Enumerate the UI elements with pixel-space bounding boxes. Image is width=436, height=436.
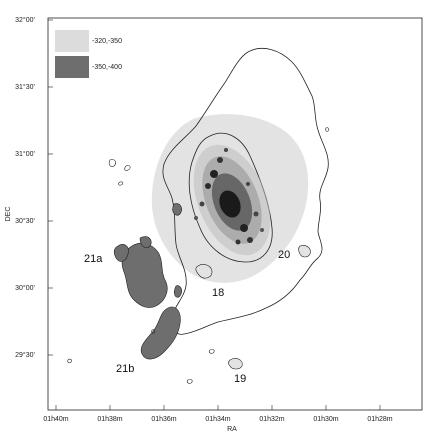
x-tick-label: 01h34m xyxy=(205,416,230,423)
x-axis xyxy=(55,405,381,410)
scattered-contours xyxy=(67,127,330,384)
y-tick-label: 30°30' xyxy=(15,217,35,225)
outer-hi-contour xyxy=(162,48,329,335)
region-label-19: 19 xyxy=(234,373,246,385)
legend-swatch-dark xyxy=(55,56,89,78)
x-tick-label: 01h36m xyxy=(151,416,176,423)
x-axis-title: RA xyxy=(227,426,237,433)
y-tick-label: 31°30' xyxy=(15,83,35,91)
y-axis xyxy=(48,19,53,356)
y-tick-label: 31°00' xyxy=(15,150,35,158)
region-label-20: 20 xyxy=(278,249,290,261)
small-hi-clouds xyxy=(195,245,311,370)
legend-label-dark: -350,-400 xyxy=(92,64,122,71)
region-label-21b: 21b xyxy=(116,363,134,375)
legend-label-light: -320,-350 xyxy=(92,38,122,45)
region-label-18: 18 xyxy=(212,287,224,299)
y-axis-title: DEC xyxy=(5,207,12,222)
x-tick-label: 01h30m xyxy=(313,416,338,423)
y-tick-label: 29°30' xyxy=(15,351,35,359)
x-tick-label: 01h38m xyxy=(97,416,122,423)
x-tick-label: 01h32m xyxy=(259,416,284,423)
y-tick-label: 32°00' xyxy=(15,16,35,24)
legend-swatch-light xyxy=(55,30,89,52)
y-tick-label: 30°00' xyxy=(15,284,35,292)
legend: -320,-350 -350,-400 xyxy=(55,30,122,78)
galaxy-image xyxy=(193,144,271,256)
region-label-21a: 21a xyxy=(84,253,103,265)
x-tick-label: 01h28m xyxy=(367,416,392,423)
inner-hi-contour xyxy=(188,132,273,263)
dark-velocity-regions xyxy=(113,203,182,360)
x-tick-label: 01h40m xyxy=(43,416,68,423)
